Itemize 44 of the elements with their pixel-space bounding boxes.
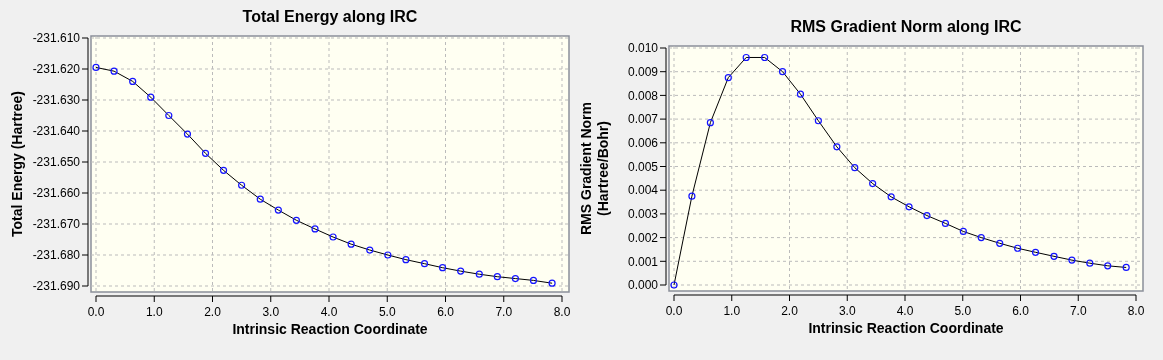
- x-tick-label: 2.0: [204, 305, 222, 319]
- y-tick-label: -231.690: [32, 279, 81, 294]
- y-tick-label: 0.005: [627, 159, 659, 174]
- chart-title: Total Energy along IRC: [242, 8, 418, 25]
- x-tick-label: 5.0: [378, 305, 396, 319]
- x-tick-label: 5.0: [954, 304, 972, 318]
- y-tick-label: -231.610: [32, 31, 81, 46]
- x-tick-label: 7.0: [495, 305, 513, 319]
- x-tick-label: 8.0: [553, 305, 571, 319]
- x-tick-label: 2.0: [781, 304, 799, 318]
- y-tick-label: -231.630: [32, 93, 81, 108]
- y-tick-label: -231.670: [32, 217, 81, 232]
- y-tick-label: -231.640: [32, 124, 81, 139]
- y-tick-label: 0.003: [627, 207, 659, 222]
- x-tick-label: 3.0: [838, 304, 856, 318]
- x-tick-label: 1.0: [723, 304, 741, 318]
- y-tick-label: -231.650: [32, 155, 81, 170]
- x-tick-label: 4.0: [896, 304, 914, 318]
- x-axis-title: Intrinsic Reaction Coordinate: [808, 320, 1004, 336]
- y-axis-title: RMS Gradient Norm (Hartree/Bohr): [578, 101, 612, 236]
- x-tick-label: 4.0: [320, 305, 338, 319]
- x-tick-label: 7.0: [1069, 304, 1087, 318]
- x-tick-label: 3.0: [262, 305, 280, 319]
- y-tick-label: -231.680: [32, 248, 81, 263]
- chart-title: RMS Gradient Norm along IRC: [790, 18, 1023, 35]
- y-tick-label: 0.006: [627, 136, 659, 150]
- y-tick-label: 0.002: [627, 230, 659, 245]
- y-tick-label: 0.000: [627, 278, 659, 293]
- x-tick-label: 0.0: [665, 304, 683, 318]
- y-axis-title: Total Energy (Hartree): [8, 91, 25, 237]
- x-tick-label: 6.0: [1012, 304, 1030, 318]
- x-tick-label: 8.0: [1127, 304, 1145, 318]
- y-tick-label: -231.660: [32, 186, 81, 201]
- y-tick-label: 0.007: [627, 112, 659, 127]
- y-tick-label: -231.620: [32, 62, 81, 77]
- x-tick-label: 0.0: [87, 305, 105, 319]
- x-tick-label: 1.0: [145, 305, 163, 319]
- x-axis-title: Intrinsic Reaction Coordinate: [232, 321, 428, 337]
- x-tick-label: 6.0: [437, 305, 455, 319]
- y-tick-label: 0.001: [627, 254, 659, 269]
- y-tick-label: 0.009: [627, 64, 659, 79]
- y-tick-label: 0.010: [627, 41, 659, 56]
- y-tick-label: 0.008: [627, 88, 659, 103]
- y-tick-label: 0.004: [627, 183, 659, 198]
